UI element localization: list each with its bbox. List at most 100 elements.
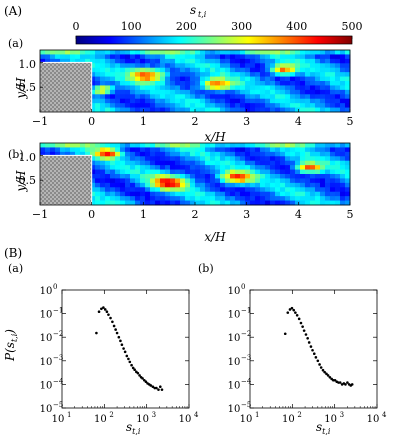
pdf-point <box>316 359 320 363</box>
field-cell <box>260 89 266 95</box>
field-cell <box>270 63 276 69</box>
field-cell <box>205 169 211 175</box>
field-cell <box>125 187 131 193</box>
field-cell <box>135 165 141 170</box>
field-cell <box>90 50 96 55</box>
field-cell <box>90 196 96 201</box>
pdf-point <box>103 308 107 311</box>
field-cell <box>295 169 301 175</box>
field-cell <box>90 58 96 64</box>
field-cell <box>130 81 136 86</box>
field-cell <box>75 143 81 148</box>
field-cell <box>135 72 141 77</box>
pdf-point <box>321 368 325 372</box>
field-cell <box>160 174 166 179</box>
field-cell <box>305 89 311 95</box>
field-cell <box>70 143 76 148</box>
field-cell <box>260 143 266 148</box>
field-cell <box>205 178 211 184</box>
field-cell <box>315 196 321 201</box>
field-cell <box>285 174 291 179</box>
field-cell <box>200 143 206 148</box>
field-cell <box>305 187 311 193</box>
field-cell <box>155 191 161 197</box>
field-cell <box>345 178 351 184</box>
field-cell <box>275 196 281 201</box>
pdf-ytick-label: 10 <box>228 310 241 321</box>
field-cell <box>195 174 201 179</box>
field-cell <box>255 98 261 104</box>
field-cell <box>205 156 211 162</box>
field-cell <box>165 182 171 188</box>
field-cell <box>230 160 236 166</box>
field-cell <box>280 103 286 108</box>
field-cell <box>240 63 246 69</box>
field-cell <box>135 169 141 175</box>
field-cell <box>245 89 251 95</box>
field-cell <box>255 182 261 188</box>
field-cell <box>180 103 186 108</box>
field-cell <box>175 72 181 77</box>
field-cell <box>235 200 241 206</box>
field-cell <box>210 98 216 104</box>
field-cell <box>320 63 326 69</box>
pdf-ytick-label: 10 <box>228 333 241 344</box>
field-cell <box>340 151 346 157</box>
field-cell <box>230 103 236 108</box>
field-cell <box>90 54 96 60</box>
field-cell <box>155 94 161 100</box>
field-cell <box>255 94 261 100</box>
field-cell <box>210 182 216 188</box>
field-cell <box>95 58 101 64</box>
field-cell <box>150 76 156 82</box>
field-cell <box>100 200 106 206</box>
field-cell <box>120 174 126 179</box>
field-cell <box>185 50 191 55</box>
field-cell <box>255 178 261 184</box>
field-cell <box>240 94 246 100</box>
field-cell <box>205 103 211 108</box>
field-xtick-label: 0 <box>88 115 95 128</box>
field-cell <box>230 50 236 55</box>
field-cell <box>155 165 161 170</box>
pdf-panel-b-xlabel: st,i <box>316 420 331 435</box>
pdf-ytick-label: 10 <box>40 357 53 368</box>
field-cell <box>105 143 111 148</box>
field-cell <box>170 182 176 188</box>
field-cell <box>120 160 126 166</box>
field-cell <box>260 191 266 197</box>
field-cell <box>320 98 326 104</box>
field-cell <box>345 67 351 73</box>
field-cell <box>310 103 316 108</box>
field-cell <box>110 178 116 184</box>
field-cell <box>155 58 161 64</box>
field-cell <box>285 156 291 162</box>
field-cell <box>225 54 231 60</box>
field-cell <box>285 196 291 201</box>
field-cell <box>180 72 186 77</box>
field-cell <box>280 143 286 148</box>
field-cell <box>115 67 121 73</box>
field-cell <box>170 147 176 153</box>
field-cell <box>115 174 121 179</box>
field-cell <box>135 200 141 206</box>
field-cell <box>300 89 306 95</box>
pdf-point <box>333 378 337 382</box>
field-cell <box>330 182 336 188</box>
pdf-ytick-label: 10 <box>40 404 53 415</box>
field-cell <box>65 147 71 153</box>
field-cell <box>325 76 331 82</box>
field-cell <box>205 196 211 201</box>
field-cell <box>85 58 91 64</box>
field-cell <box>225 89 231 95</box>
field-cell <box>160 94 166 100</box>
field-cell <box>250 151 256 157</box>
field-cell <box>195 50 201 55</box>
field-cell <box>150 165 156 170</box>
field-cell <box>330 151 336 157</box>
field-cell <box>310 85 316 91</box>
field-cell <box>280 160 286 166</box>
field-cell <box>130 67 136 73</box>
field-panel-a-xticks: −1 0 1 2 3 4 5 <box>32 109 354 128</box>
field-cell <box>235 103 241 108</box>
